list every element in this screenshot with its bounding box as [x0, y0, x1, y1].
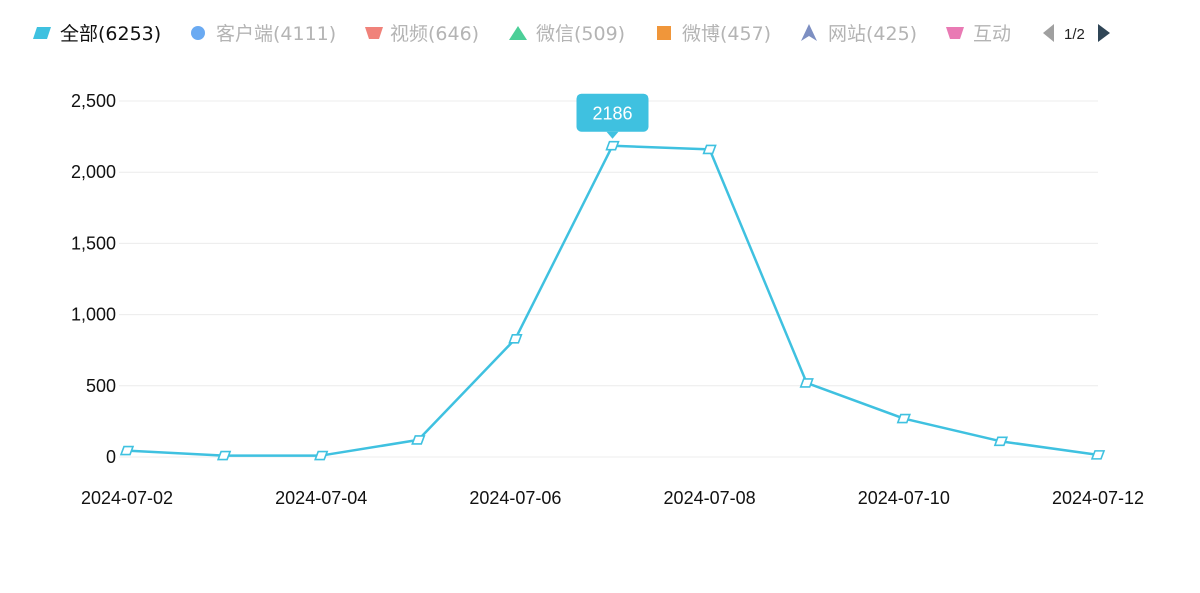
triangle-icon	[509, 26, 527, 40]
tooltip: 2186	[576, 93, 649, 139]
data-point[interactable]	[605, 140, 620, 151]
x-tick-label: 2024-07-06	[469, 488, 561, 508]
y-tick-label: 1,500	[71, 233, 116, 253]
x-tick-label: 2024-07-02	[81, 488, 173, 508]
y-tick-label: 1,000	[71, 305, 116, 325]
data-point[interactable]	[314, 450, 329, 461]
legend-item-5[interactable]: 网站(425)	[801, 23, 917, 45]
data-point[interactable]	[216, 450, 232, 461]
y-tick-label: 500	[86, 376, 116, 396]
y-tick-label: 2,000	[71, 162, 116, 182]
legend-label: 网站(425)	[828, 23, 917, 45]
data-point[interactable]	[993, 436, 1009, 447]
legend-label: 微信(509)	[536, 23, 625, 45]
legend-label: 全部(6253)	[60, 23, 161, 45]
x-tick-label: 2024-07-04	[275, 488, 367, 508]
arrow-icon	[801, 24, 817, 41]
legend-label: 微博(457)	[682, 23, 771, 45]
data-point[interactable]	[411, 435, 426, 445]
trapezoid-icon	[365, 27, 383, 39]
x-tick-label: 2024-07-08	[664, 488, 756, 508]
legend-label: 视频(646)	[390, 23, 479, 45]
circle-icon	[191, 26, 205, 40]
y-axis: 0 500 1,000 1,500 2,000 2,500	[71, 91, 116, 467]
left-triangle-icon[interactable]	[1043, 24, 1054, 42]
tooltip-value: 2186	[592, 104, 632, 124]
data-point[interactable]	[896, 413, 911, 424]
x-tick-label: 2024-07-10	[858, 488, 950, 508]
data-point[interactable]	[702, 144, 717, 155]
trapezoid-icon	[946, 27, 964, 39]
legend-label: 互动	[973, 23, 1011, 45]
data-point[interactable]	[508, 334, 523, 344]
series-line	[126, 144, 1099, 457]
square-icon	[657, 26, 671, 40]
y-tick-label: 0	[106, 447, 116, 467]
legend-item-0[interactable]: 全部(6253)	[33, 23, 161, 45]
legend-item-2[interactable]: 视频(646)	[365, 23, 479, 45]
right-triangle-icon[interactable]	[1098, 24, 1110, 42]
pager-text: 1/2	[1064, 26, 1085, 43]
series-all	[119, 140, 1106, 461]
data-point[interactable]	[119, 445, 135, 456]
data-point[interactable]	[1090, 450, 1106, 460]
parallelogram-icon	[33, 27, 51, 39]
legend: 全部(6253) 客户端(4111) 视频(646) 微信(509) 微博(457) 网站…	[33, 23, 1110, 45]
legend-label: 客户端(4111)	[216, 23, 336, 45]
legend-item-4[interactable]: 微博(457)	[657, 23, 771, 45]
data-point[interactable]	[799, 378, 814, 388]
x-axis: 2024-07-02 2024-07-04 2024-07-06 2024-07-08…	[81, 488, 1144, 508]
y-tick-label: 2,500	[71, 91, 116, 111]
legend-pager: 1/2	[1043, 24, 1110, 43]
tooltip-pointer	[606, 131, 619, 139]
legend-item-3[interactable]: 微信(509)	[509, 23, 625, 45]
x-tick-label: 2024-07-12	[1052, 488, 1144, 508]
tooltip-box	[576, 93, 649, 132]
legend-item-1[interactable]: 客户端(4111)	[191, 23, 336, 45]
legend-item-6[interactable]: 互动	[946, 23, 1011, 45]
